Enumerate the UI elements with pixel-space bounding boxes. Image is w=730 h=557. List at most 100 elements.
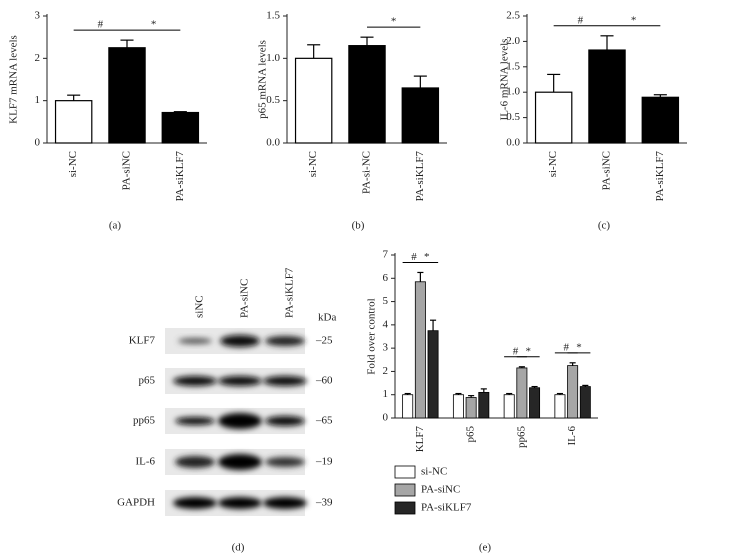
x-tick-label: PA-siKLF7: [654, 151, 666, 202]
legend-label: si-NC: [421, 466, 447, 478]
legend-label: PA-siNC: [421, 484, 460, 496]
y-tick-label: 4: [383, 318, 389, 330]
band: [265, 416, 305, 426]
band: [265, 457, 305, 467]
bar: [516, 367, 528, 419]
band: [220, 335, 260, 347]
y-tick-label: 0: [383, 412, 389, 424]
bar: [641, 96, 680, 144]
protein-label: IL-6: [135, 456, 155, 468]
panel-label: (e): [479, 542, 492, 554]
bar: [579, 386, 591, 419]
y-tick-label: 1.5: [506, 60, 520, 72]
x-tick-label: IL-6: [566, 426, 578, 446]
protein-label: KLF7: [129, 335, 156, 347]
x-tick-label: PA-siNC: [601, 151, 613, 190]
bar: [529, 387, 541, 419]
bar: [503, 394, 515, 419]
bar: [478, 391, 490, 419]
y-tick-label: 1.5: [266, 10, 280, 22]
band: [263, 497, 307, 509]
y-tick-label: 6: [383, 272, 389, 284]
x-tick-label: PA-si-NC: [361, 151, 373, 194]
bar: [294, 57, 333, 144]
bar: [588, 49, 626, 144]
bar: [348, 45, 386, 144]
y-axis-label: p65 mRNA levels: [257, 40, 269, 119]
y-tick-label: 3: [383, 342, 389, 354]
bar: [534, 91, 573, 144]
significance-mark: #: [578, 14, 584, 26]
y-tick-label: 7: [383, 249, 389, 261]
y-tick-label: 2.5: [506, 10, 520, 22]
lane-label: PA-siKLF7: [284, 267, 296, 318]
x-tick-label: pp65: [515, 426, 527, 449]
marker-label: –25: [315, 335, 333, 347]
y-tick-label: 0: [35, 137, 41, 149]
band: [175, 456, 215, 468]
y-axis-label: Fold over control: [366, 298, 378, 374]
x-tick-label: si-NC: [547, 151, 559, 177]
significance-mark: #: [564, 341, 570, 353]
band: [263, 376, 307, 386]
y-tick-label: 2: [35, 52, 41, 64]
y-tick-label: 1.0: [506, 86, 520, 98]
x-tick-label: PA-siNC: [121, 151, 133, 190]
band: [265, 336, 305, 346]
legend-swatch: [394, 483, 416, 497]
marker-label: –39: [315, 497, 333, 509]
band: [218, 376, 262, 386]
y-tick-label: 1.0: [266, 52, 280, 64]
bar: [554, 394, 566, 419]
y-tick-label: 1: [35, 94, 41, 106]
bar: [567, 365, 579, 419]
band: [218, 454, 262, 470]
y-tick-label: 2.0: [506, 35, 520, 47]
y-axis-label: KLF7 mRNA levels: [8, 35, 20, 124]
marker-label: –65: [315, 415, 333, 427]
blot-panels: [165, 328, 307, 516]
significance-mark: #: [411, 251, 417, 263]
protein-label: GAPDH: [117, 497, 155, 509]
band: [175, 417, 215, 425]
x-tick-label: p65: [465, 426, 477, 443]
significance-mark: *: [424, 251, 430, 263]
x-tick-label: KLF7: [414, 426, 426, 453]
lane-label: PA-siNC: [239, 279, 251, 318]
bar: [54, 100, 93, 144]
x-tick-label: PA-siKLF7: [174, 151, 186, 202]
western-blot: siNC PA-siNC PA-siKLF7 kDa KLF7: [117, 267, 336, 553]
significance-mark: *: [631, 14, 637, 26]
y-tick-label: 0.0: [266, 137, 280, 149]
band: [173, 376, 217, 386]
legend-label: PA-siKLF7: [421, 502, 472, 514]
band: [218, 497, 262, 509]
y-tick-label: 0.0: [506, 137, 520, 149]
y-axis-label: IL-6 mRNA levels: [499, 39, 511, 121]
y-tick-label: 0.5: [506, 111, 520, 123]
bar: [402, 394, 414, 419]
x-tick-label: si-NC: [307, 151, 319, 177]
panel-label: (c): [598, 220, 611, 232]
bar: [465, 397, 477, 419]
significance-mark: *: [151, 19, 157, 31]
bar: [161, 111, 200, 144]
band: [178, 338, 212, 344]
bar: [414, 281, 426, 419]
significance-mark: *: [576, 341, 582, 353]
y-tick-label: 1: [383, 388, 389, 400]
significance-mark: *: [391, 16, 397, 28]
y-tick-label: 0.5: [266, 94, 280, 106]
significance-mark: #: [98, 19, 104, 31]
lane-label: siNC: [194, 295, 206, 318]
band: [173, 497, 217, 509]
bar: [401, 87, 440, 144]
unit-label: kDa: [318, 312, 336, 324]
panel-label: (a): [109, 220, 122, 232]
marker-label: –60: [315, 375, 333, 387]
bar: [427, 330, 439, 419]
marker-label: –19: [315, 456, 333, 468]
legend-swatch: [394, 465, 416, 479]
bar: [452, 394, 464, 419]
